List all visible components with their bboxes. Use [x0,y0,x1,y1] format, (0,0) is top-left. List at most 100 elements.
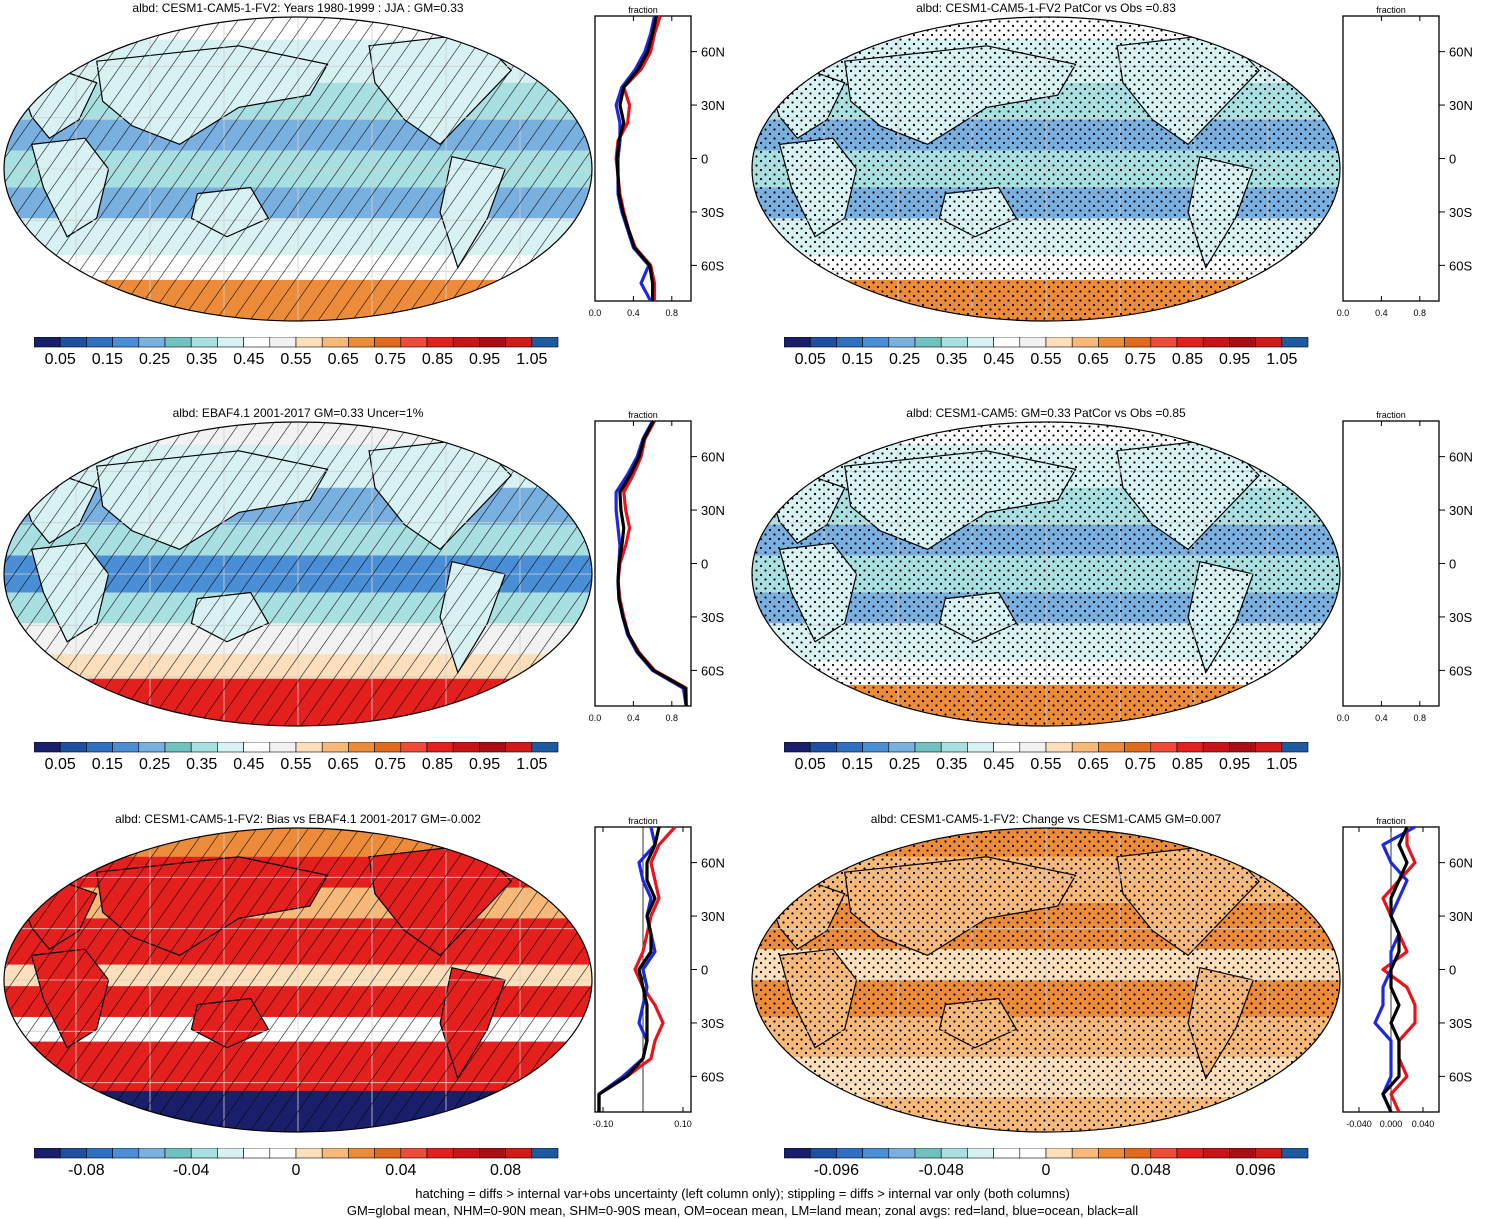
zonal-ytick-label: 60N [1449,856,1473,871]
colorbar-cell [34,337,61,348]
zonal-xtick-label: 0.8 [1414,713,1427,723]
colorbar-cell [295,742,323,753]
colorbar-cell [400,1148,428,1159]
colorbar-cell [321,742,349,753]
map-group [751,421,1341,727]
zonal-ytick-label: 60S [701,258,724,273]
colorbar-cell [295,337,323,348]
zonal-ytick-label: 30S [1449,1016,1472,1031]
colorbar-cell [321,337,349,348]
zonal-line-red [597,825,677,1112]
colorbar-cell [374,742,402,753]
map-plot [3,16,593,322]
colorbar-cell [1124,1148,1152,1159]
colorbar-tick-label: 0.15 [841,756,873,773]
colorbar-cell [967,337,994,348]
zonal-line-black [616,420,688,707]
colorbar-cell [914,337,942,348]
colorbar-cell [138,337,166,348]
colorbar-tick-label: 0.45 [983,351,1015,368]
colorbar-tick-label: 0.95 [469,756,501,773]
stippling-overlay [752,17,1340,321]
zonal-ytick-label: 60N [1449,450,1473,465]
colorbar-tick-label: 0.95 [1219,756,1251,773]
colorbar [34,337,559,348]
map-border [3,16,593,322]
colorbar-tick-label: 0.55 [1030,756,1062,773]
colorbar-tick-label: 0.25 [888,756,921,773]
zonal-line-red [1381,827,1417,1113]
map-group [751,827,1341,1133]
colorbar-cell [138,742,166,753]
zonal-ytick-label: 30S [1449,610,1472,625]
colorbar-tick-label: -0.048 [918,1162,964,1179]
colorbar-tick-label: 0 [291,1162,301,1179]
zonal-xtick-label: 0.8 [666,308,679,318]
colorbar-tick-label: 0.75 [1124,756,1156,773]
colorbar-cell [243,742,271,753]
zonal-xtick-label: 0.000 [1380,1119,1403,1129]
panel-title: albd: CESM1-CAM5-1-FV2 PatCor vs Obs =0.… [916,1,1176,15]
zonal-xtick-label: 0.4 [627,713,640,723]
colorbar-cell [940,742,968,753]
zonal-ytick-label: 60N [701,856,725,871]
colorbar-tick-label: 0.45 [983,756,1015,773]
colorbar-cell [348,742,375,753]
colorbar-tick-label: 0.65 [1077,756,1109,773]
zonal-line-black [597,826,661,1112]
colorbar-cell [1229,1148,1256,1159]
colorbar-cell [190,337,218,348]
colorbar-cell [452,337,480,348]
zonal-ytick-label: 30N [1449,503,1473,518]
colorbar-tick-label: 0.25 [138,351,171,368]
colorbar-cell [321,1148,349,1159]
colorbar-cell [34,742,61,753]
panel-title: albd: CESM1-CAM5-1-FV2: Change vs CESM1-… [870,812,1222,826]
colorbar-tick-label: 0.55 [1030,351,1062,368]
colorbar-tick-label: -0.04 [172,1162,210,1179]
zonal-ytick-label: 0 [701,152,708,167]
zonal-axis-title: fraction [1376,410,1406,420]
zonal-mean-plot: fraction 60N 30N 0 30S 60S -0.040 0.000 0.040 [1342,816,1473,1129]
colorbar-cell [993,742,1021,753]
colorbar-cell [1176,742,1204,753]
colorbar-labels: -0.096 -0.048 0 0.048 0.096 [784,1162,1308,1182]
map-group [3,827,593,1133]
zonal-xtick-label: 0.4 [1375,713,1388,723]
zonal-ytick-label: 30S [701,1016,724,1031]
zonal-ytick-label: 30S [1449,205,1472,220]
hatching-overlay [4,422,592,726]
colorbar-cell [1202,1148,1230,1159]
colorbar-cell [1281,337,1309,348]
colorbar-cell [940,337,968,348]
zonal-ytick-label: 30N [701,98,725,113]
colorbar-cell [1176,1148,1204,1159]
colorbar-tick-label: 0.15 [91,351,123,368]
panel-title: albd: CESM1-CAM5: GM=0.33 PatCor vs Obs … [906,406,1186,420]
colorbar-tick-label: 0.08 [490,1162,522,1179]
colorbar-tick-label: 0.15 [841,351,873,368]
colorbar-cell [164,337,192,348]
map-plot [3,421,593,727]
colorbar-cell [1098,742,1125,753]
colorbar-tick-label: 0.35 [936,351,968,368]
colorbar-cell [190,1148,218,1159]
colorbar-cell [967,1148,994,1159]
colorbar-cell [1281,742,1309,753]
colorbar-cell [217,742,244,753]
panel-title: albd: CESM1-CAM5-1-FV2: Years 1980-1999 … [132,1,464,15]
colorbar-labels: 0.05 0.15 0.25 0.35 0.45 0.55 0.65 0.75 0.85 0.95… [34,351,558,371]
map-border [3,827,593,1133]
colorbar-cell [505,742,533,753]
colorbar-cell [1255,742,1283,753]
map-border [3,421,593,727]
colorbar-tick-label: 0.096 [1235,1162,1276,1179]
zonal-frame [594,420,692,707]
colorbar-cell [862,337,890,348]
colorbar-cell [1124,742,1152,753]
colorbar-tick-label: 0.35 [936,756,968,773]
zonal-frame [1342,420,1440,707]
colorbar-tick-label: 1.05 [1266,756,1298,773]
colorbar-cell [940,1148,968,1159]
colorbar-cell [190,742,218,753]
